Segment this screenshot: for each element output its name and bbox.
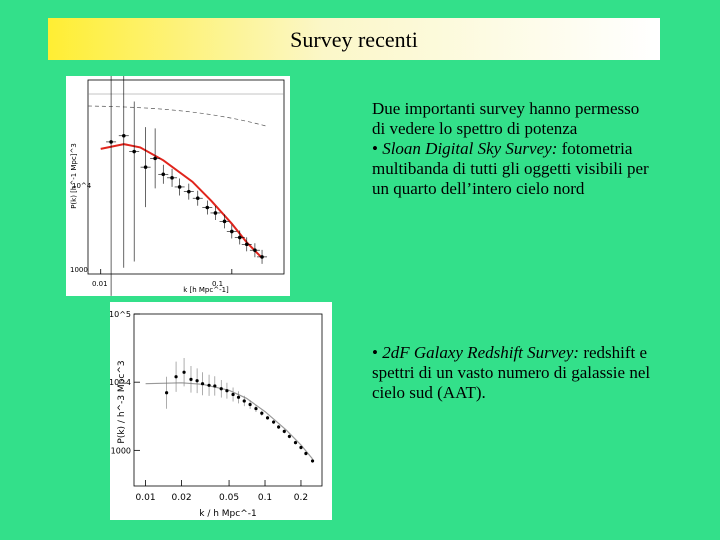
sdss-chart-svg: P(k) [h^-1 Mpc]^3 k [h Mpc^-1] 0.01 0.1 … [70, 71, 285, 296]
sdss-data-point [132, 149, 136, 154]
2df-data-point [231, 392, 235, 397]
2df-xtick-label: 0.1 [258, 493, 272, 503]
2df-data-point [189, 377, 193, 381]
bullet-marker: • [372, 139, 378, 158]
sdss-data-point [260, 255, 264, 259]
bullet-sdss: • Sloan Digital Sky Survey: fotometria m… [372, 139, 652, 199]
2df-xtick-label: 0.01 [136, 493, 156, 503]
sdss-power-spectrum-figure: P(k) [h^-1 Mpc]^3 k [h Mpc^-1] 0.01 0.1 … [66, 71, 290, 296]
2df-data-point [219, 387, 223, 391]
sdss-data-point [170, 176, 174, 180]
slide-title: Survey recenti [290, 27, 418, 52]
sdss-plot-frame [87, 79, 285, 275]
sdss-ytick-label: 1000 [70, 266, 88, 274]
2df-description: • 2dF Galaxy Redshift Survey: redshift e… [372, 343, 652, 403]
2df-data-point [200, 382, 205, 386]
2df-data-point [277, 425, 281, 429]
sdss-data-point [109, 140, 113, 144]
bullet-2df-name: 2dF Galaxy Redshift Survey: [382, 343, 580, 362]
2df-power-spectrum-figure: P(k) / h^-3 Mpc^3 k / h Mpc^-1 0.01 0.02 0… [109, 302, 332, 520]
2df-xtick-label: 0.02 [172, 493, 192, 503]
2df-ytick-label: 10^4 [110, 378, 131, 387]
2df-data-point [242, 399, 246, 403]
2df-ylabel: P(k) / h^-3 Mpc^3 [117, 360, 127, 443]
2df-data-point [195, 379, 199, 383]
2df-data-point [304, 451, 308, 456]
2df-data-point [174, 375, 178, 379]
sdss-ytick-label: 10^4 [72, 182, 92, 190]
title-bar: Survey recenti [48, 18, 660, 60]
sdss-data-point [244, 242, 249, 247]
2df-data-point [260, 411, 264, 415]
sdss-xtick-label: 0.01 [92, 280, 108, 288]
2df-data-point [265, 416, 270, 420]
2df-data-point [254, 406, 258, 411]
bullet-2df-text: redshift e spettri di un vasto numero di… [372, 343, 651, 402]
sdss-data-point [213, 211, 218, 215]
2df-data-point [271, 420, 276, 424]
sdss-data-point [195, 196, 200, 201]
bullet-marker: • [372, 343, 378, 362]
sdss-data-point [222, 219, 227, 224]
sdss-data-point [205, 205, 210, 210]
2df-xtick-label: 0.05 [219, 493, 239, 503]
bullet-2df: • 2dF Galaxy Redshift Survey: redshift e… [372, 343, 652, 403]
2df-data-point [225, 389, 229, 393]
sdss-data-point [187, 189, 191, 194]
2df-data-point [287, 434, 291, 439]
2df-xlabel: k / h Mpc^-1 [199, 509, 256, 519]
sdss-data-point [153, 156, 157, 161]
sdss-data-point [177, 185, 182, 189]
2df-data-point [207, 383, 211, 387]
2df-plot-frame [133, 313, 323, 487]
2df-chart-svg: P(k) / h^-3 Mpc^3 k / h Mpc^-1 0.01 0.02 0… [109, 310, 323, 519]
sdss-xlabel: k [h Mpc^-1] [183, 286, 229, 294]
2df-data-point [213, 384, 217, 388]
2df-data-point [236, 395, 241, 399]
sdss-description: Due importanti survey hanno permesso di … [372, 99, 652, 199]
sdss-ylabel: P(k) [h^-1 Mpc]^3 [70, 143, 78, 209]
2df-ytick-label: 1000 [111, 446, 131, 455]
2df-data-point [282, 429, 286, 433]
sdss-xtick-label: 0.1 [212, 280, 223, 288]
2df-data-point [248, 402, 252, 407]
intro-text: Due importanti survey hanno permesso di … [372, 99, 640, 138]
sdss-data-point [230, 229, 234, 234]
2df-data-point [299, 445, 303, 450]
sdss-model-curve [100, 143, 263, 259]
2df-data-point [182, 370, 186, 374]
bullet-sdss-text: fotometria multibanda di tutti gli ogget… [372, 139, 649, 198]
2df-model-curve [145, 382, 313, 460]
sdss-data-point [143, 165, 148, 169]
2df-data-point [165, 391, 169, 395]
sdss-data-point [121, 133, 126, 138]
2df-ytick-label: 10^5 [110, 310, 131, 319]
2df-xtick-label: 0.2 [294, 493, 308, 503]
sdss-data-point [161, 172, 166, 177]
bullet-sdss-name: Sloan Digital Sky Survey: [382, 139, 558, 158]
sdss-dashed-curve [87, 105, 267, 127]
sdss-data-point [253, 248, 257, 252]
2df-data-point [293, 440, 298, 445]
sdss-data-point [237, 235, 242, 240]
2df-data-point [310, 459, 315, 463]
